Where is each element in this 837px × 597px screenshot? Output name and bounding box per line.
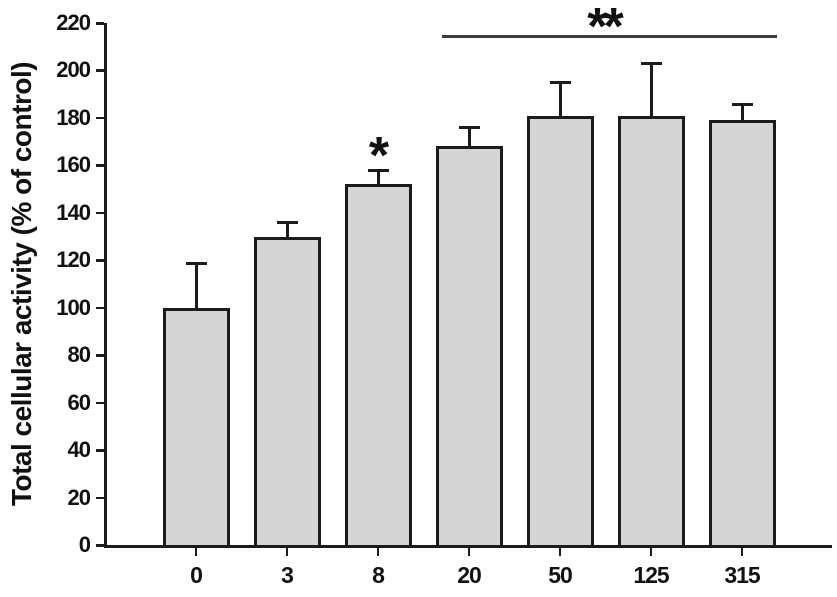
y-tick (96, 69, 104, 72)
y-tick (96, 259, 104, 262)
y-tick (96, 22, 104, 25)
bar (708, 120, 776, 548)
bar (253, 236, 321, 548)
x-tick-label: 0 (190, 562, 203, 588)
bar (617, 115, 685, 548)
y-tick-label: 100 (56, 294, 91, 320)
x-tick-label: 3 (281, 562, 294, 588)
error-bar-stem (740, 103, 744, 125)
y-tick (96, 496, 104, 500)
error-bar-cap (458, 126, 480, 130)
y-tick-label: 180 (56, 104, 91, 130)
y-tick (96, 449, 104, 452)
error-bar-stem (285, 222, 289, 241)
y-tick (96, 211, 104, 215)
error-bar-cap (640, 62, 662, 66)
significance-bracket-line (442, 34, 777, 38)
error-bar-cap (549, 81, 571, 85)
error-bar-stem (649, 63, 653, 120)
y-tick-label: 40 (67, 437, 91, 463)
y-tick (96, 544, 104, 547)
y-tick-label: 60 (67, 389, 91, 415)
y-tick-label: 0 (78, 532, 91, 557)
bar (162, 307, 230, 548)
x-tick (740, 548, 744, 556)
x-tick (285, 548, 289, 556)
x-axis-line (104, 545, 832, 548)
error-bar-stem (558, 82, 562, 120)
error-bar-cap (731, 102, 753, 106)
significance-label: ** (587, 0, 624, 56)
bar (526, 115, 594, 548)
significance-star: * (368, 127, 389, 186)
y-tick-label: 80 (67, 342, 91, 368)
y-tick-label: 20 (67, 484, 91, 510)
y-axis-line (104, 23, 107, 548)
x-tick (194, 548, 198, 556)
bar (435, 146, 503, 548)
y-tick-label: 220 (56, 10, 91, 35)
error-bar-cap (367, 169, 389, 173)
y-tick-label: 140 (56, 199, 91, 225)
x-tick-label: 315 (724, 562, 760, 588)
y-tick (96, 164, 104, 167)
error-bar-cap (276, 221, 298, 225)
y-tick (96, 306, 104, 310)
y-tick-label: 200 (56, 57, 91, 83)
error-bar-cap (185, 261, 207, 265)
bar (344, 184, 412, 548)
error-bar-stem (376, 170, 380, 189)
x-tick (467, 548, 471, 556)
error-bar-stem (194, 262, 198, 312)
error-bar-stem (467, 127, 471, 151)
y-tick-label: 120 (56, 247, 91, 273)
x-tick-label: 50 (548, 562, 573, 588)
x-tick-label: 20 (457, 562, 482, 588)
y-tick-label: 160 (56, 152, 91, 178)
x-tick-label: 125 (633, 562, 669, 588)
y-tick (96, 116, 104, 120)
y-tick (96, 401, 104, 405)
x-tick (376, 548, 380, 556)
x-tick (649, 548, 653, 556)
y-tick (96, 354, 104, 357)
x-tick-label: 8 (372, 562, 385, 588)
x-tick (558, 548, 562, 556)
